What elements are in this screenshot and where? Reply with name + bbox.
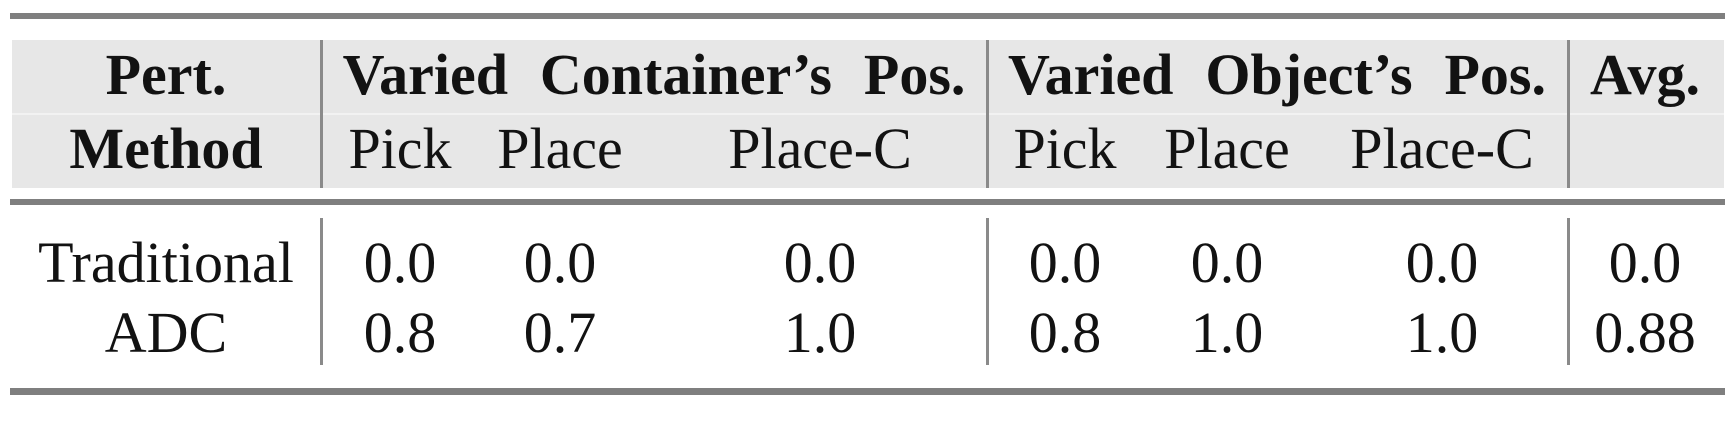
table-bottom-rule [10, 388, 1725, 395]
subheader-container-pick: Pick [348, 116, 452, 181]
cell-adc-object-pick: 0.8 [1028, 300, 1102, 365]
subheader-object-place: Place [1164, 116, 1290, 181]
cell-adc-avg: 0.88 [1594, 300, 1696, 365]
header-group-varied-container: Varied Container’s Pos. [342, 42, 966, 107]
body-column-divider-3 [1567, 218, 1570, 365]
cell-traditional-object-place-c: 0.0 [1405, 230, 1479, 295]
cell-traditional-object-pick: 0.0 [1028, 230, 1102, 295]
cell-traditional-container-place: 0.0 [523, 230, 597, 295]
header-column-divider-3 [1567, 40, 1570, 188]
cell-adc-container-place-c: 1.0 [783, 300, 857, 365]
cell-traditional-avg: 0.0 [1608, 230, 1682, 295]
cell-adc-object-place-c: 1.0 [1405, 300, 1479, 365]
table-mid-rule [10, 199, 1725, 205]
body-column-divider-1 [320, 218, 323, 365]
cell-traditional-container-place-c: 0.0 [783, 230, 857, 295]
header-group-varied-object: Varied Object’s Pos. [1008, 42, 1546, 107]
body-column-divider-2 [986, 218, 989, 365]
header-row-separator [12, 113, 1724, 115]
subheader-container-place-c: Place-C [728, 116, 912, 181]
cell-adc-object-place: 1.0 [1190, 300, 1264, 365]
subheader-object-pick: Pick [1013, 116, 1117, 181]
cell-method-traditional: Traditional [38, 230, 294, 295]
subheader-object-place-c: Place-C [1350, 116, 1534, 181]
subheader-container-place: Place [497, 116, 623, 181]
cell-traditional-container-pick: 0.0 [363, 230, 437, 295]
header-avg: Avg. [1589, 42, 1701, 107]
header-method: Method [69, 116, 263, 181]
table-top-rule [10, 13, 1725, 19]
cell-method-adc: ADC [104, 300, 228, 365]
header-column-divider-1 [320, 40, 323, 188]
cell-adc-container-pick: 0.8 [363, 300, 437, 365]
cell-traditional-object-place: 0.0 [1190, 230, 1264, 295]
header-pert: Pert. [105, 42, 227, 107]
cell-adc-container-place: 0.7 [523, 300, 597, 365]
header-column-divider-2 [986, 40, 989, 188]
